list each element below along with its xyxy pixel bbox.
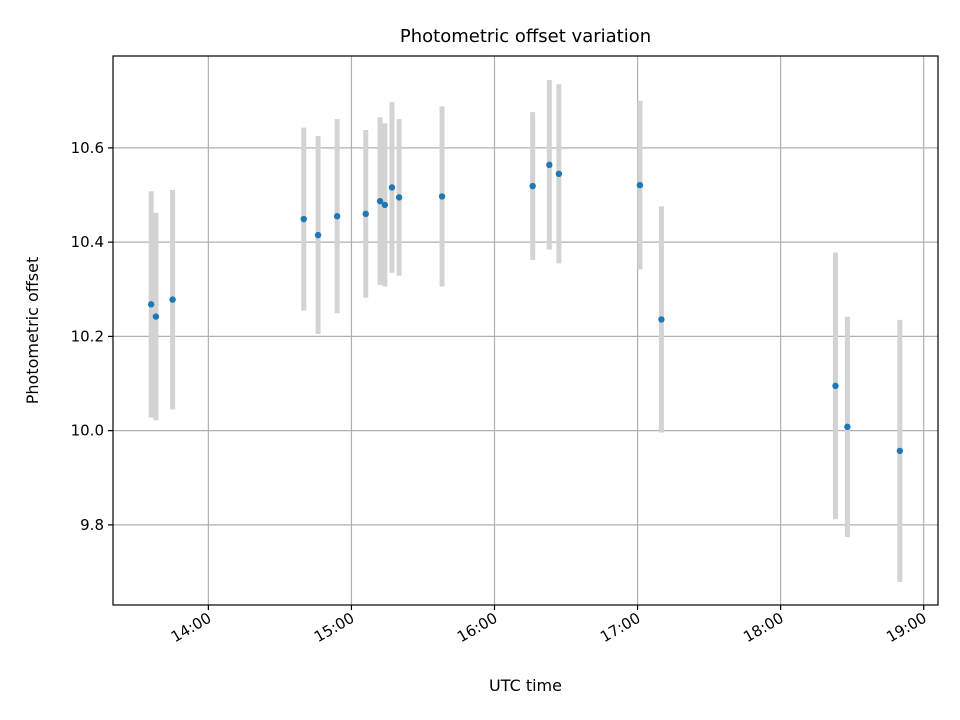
- data-point: [152, 313, 160, 320]
- errorbars: [148, 80, 903, 582]
- x-tick-label: 18:00: [740, 609, 786, 646]
- data-point: [314, 231, 322, 239]
- data-point: [395, 194, 403, 201]
- data-points: [147, 161, 904, 455]
- data-point: [636, 181, 644, 189]
- x-tick-label: 14:00: [168, 609, 214, 646]
- data-point: [333, 213, 341, 220]
- data-point: [844, 423, 851, 431]
- data-point: [896, 447, 904, 455]
- data-point: [147, 301, 155, 308]
- x-tick-label: 16:00: [454, 609, 500, 646]
- data-point: [529, 182, 536, 190]
- y-tick-label: 9.8: [80, 516, 104, 534]
- data-point: [555, 170, 563, 178]
- y-axis-ticks: 9.8 10.0 10.2 10.4 10.6: [71, 139, 113, 534]
- data-point: [388, 184, 396, 191]
- y-tick-label: 10.6: [71, 139, 104, 157]
- grid: [113, 56, 938, 605]
- data-point: [546, 161, 553, 169]
- x-tick-label: 19:00: [883, 609, 929, 646]
- data-point: [376, 197, 384, 205]
- data-point: [658, 316, 665, 323]
- y-tick-label: 10.2: [71, 327, 104, 345]
- y-axis-label: Photometric offset: [23, 257, 42, 405]
- y-tick-label: 10.0: [71, 422, 104, 440]
- data-point: [438, 193, 446, 200]
- data-point: [832, 382, 839, 390]
- x-tick-label: 17:00: [597, 609, 643, 646]
- data-point: [300, 215, 307, 223]
- data-point: [362, 210, 369, 218]
- x-axis-ticks: 14:00 15:00 16:00 17:00 18:00 19:00: [168, 605, 930, 646]
- y-tick-label: 10.4: [71, 233, 104, 251]
- data-point: [381, 201, 389, 209]
- x-tick-label: 15:00: [311, 609, 357, 646]
- plot-frame: [112, 55, 939, 606]
- data-point: [169, 296, 176, 303]
- chart-title: Photometric offset variation: [400, 26, 651, 47]
- x-axis-label: UTC time: [489, 676, 562, 695]
